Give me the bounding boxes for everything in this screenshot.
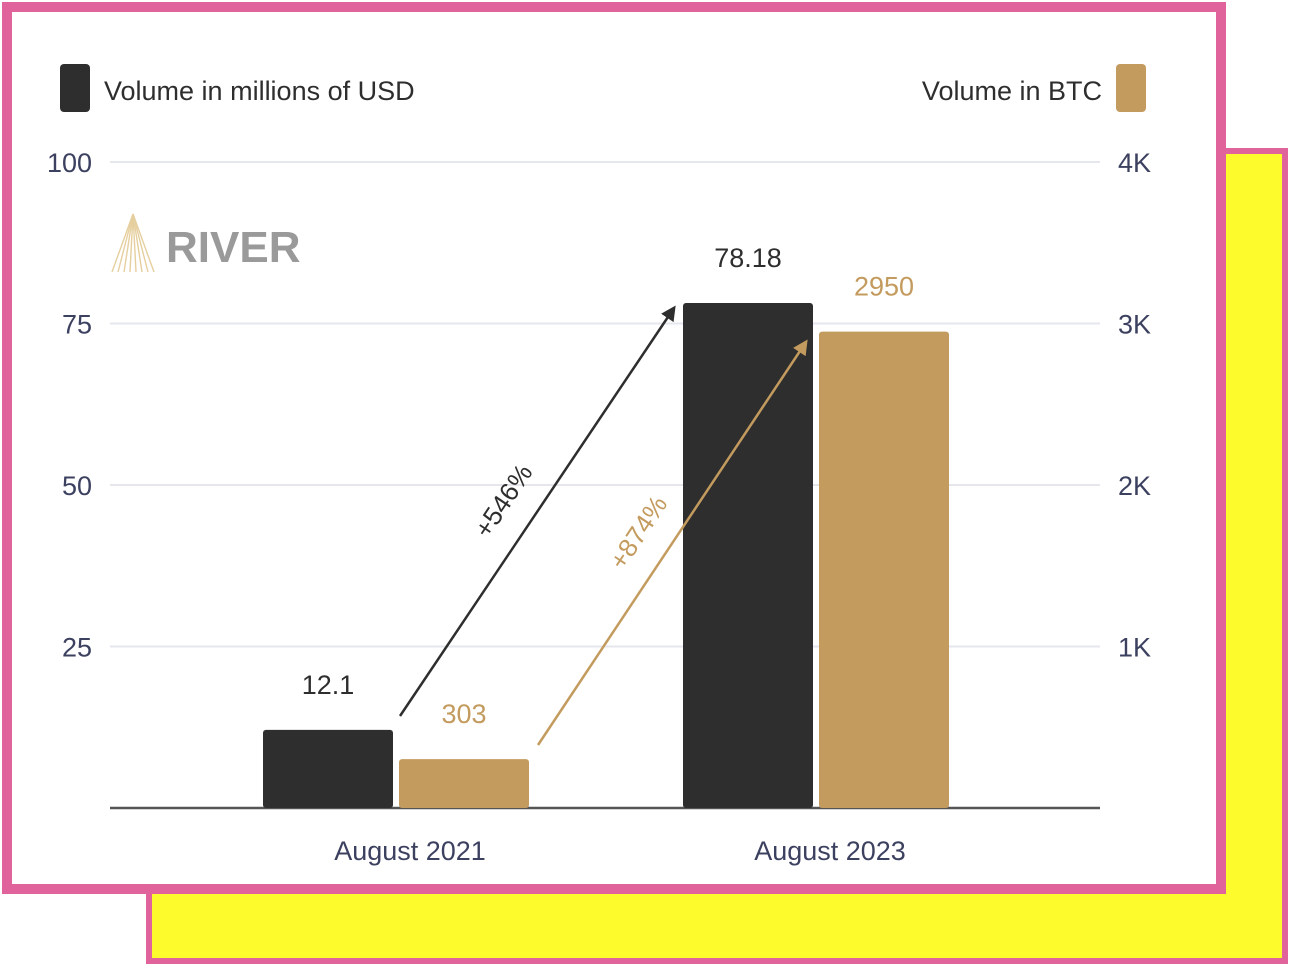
river-logo-text: RIVER xyxy=(166,223,300,272)
data-label-btc: 2950 xyxy=(854,272,914,302)
right-tick-label: 4K xyxy=(1118,148,1151,178)
data-label-btc: 303 xyxy=(441,699,486,729)
river-logo-icon xyxy=(111,213,155,273)
left-tick-label: 50 xyxy=(62,471,92,501)
legend-usd: Volume in millions of USD xyxy=(60,64,415,112)
x-axis-labels: August 2021 August 2023 xyxy=(334,836,906,866)
data-label-usd: 78.18 xyxy=(714,243,782,273)
x-tick-label: August 2023 xyxy=(754,836,906,866)
right-tick-label: 2K xyxy=(1118,471,1151,501)
growth-label-btc: +874% xyxy=(603,490,673,575)
x-tick-label: August 2021 xyxy=(334,836,486,866)
river-logo: RIVER xyxy=(111,213,300,273)
bar-btc xyxy=(819,331,949,808)
bar-btc xyxy=(399,759,529,808)
bars xyxy=(263,302,949,808)
legend-btc-swatch xyxy=(1116,64,1146,112)
right-axis: 1K 2K 3K 4K xyxy=(1118,148,1151,663)
legend-usd-label: Volume in millions of USD xyxy=(104,76,415,106)
legend-usd-swatch xyxy=(60,64,90,112)
bar-usd xyxy=(683,302,813,808)
growth-label-usd: +546% xyxy=(468,458,538,543)
bar-usd xyxy=(263,729,393,808)
value-labels: 12.1 303 78.18 2950 xyxy=(302,243,914,729)
left-tick-label: 25 xyxy=(62,633,92,663)
data-label-usd: 12.1 xyxy=(302,670,355,700)
legend-btc-label: Volume in BTC xyxy=(922,76,1102,106)
left-axis: 25 50 75 100 xyxy=(47,148,92,663)
chart-card xyxy=(2,2,1226,894)
left-tick-label: 75 xyxy=(62,310,92,340)
growth-arrow-btc xyxy=(536,339,808,746)
growth-arrow-usd xyxy=(398,305,676,717)
legend-btc: Volume in BTC xyxy=(922,64,1146,112)
left-tick-label: 100 xyxy=(47,148,92,178)
right-tick-label: 3K xyxy=(1118,310,1151,340)
right-tick-label: 1K xyxy=(1118,633,1151,663)
